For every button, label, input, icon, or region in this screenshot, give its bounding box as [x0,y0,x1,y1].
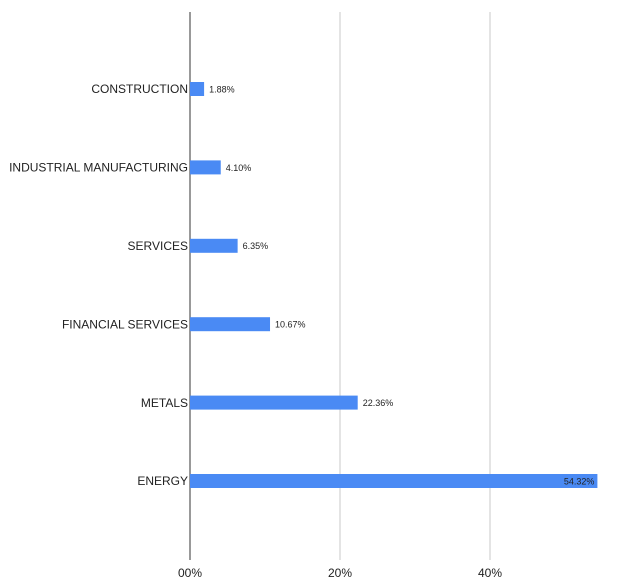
bar [190,395,358,410]
bar [190,160,221,175]
value-label: 4.10% [226,163,252,173]
x-tick-label: 20% [328,566,352,580]
x-tick-label: 00% [178,566,202,580]
bar [190,82,205,96]
y-tick-label: FINANCIAL SERVICES [62,317,188,331]
bar [190,474,598,488]
value-label: 54.32% [564,476,595,486]
bar [190,238,238,253]
y-tick-label: INDUSTRIAL MANUFACTURING [9,161,188,175]
y-tick-label: CONSTRUCTION [91,82,188,96]
bar [190,317,271,332]
y-tick-label: METALS [141,396,188,410]
value-label: 22.36% [363,398,394,408]
y-tick-label: ENERGY [137,474,188,488]
value-label: 6.35% [243,241,269,251]
value-label: 10.67% [275,320,306,330]
value-label: 1.88% [209,84,235,94]
y-tick-label: SERVICES [128,239,188,253]
x-tick-label: 40% [478,566,502,580]
